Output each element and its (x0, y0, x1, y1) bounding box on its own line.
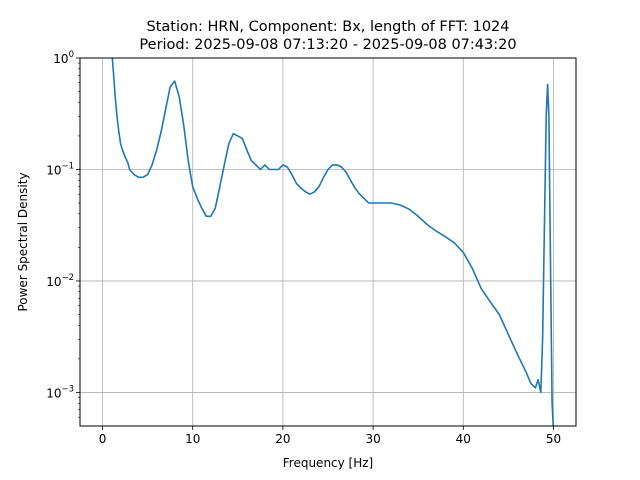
data-series (111, 58, 555, 426)
plot-frame (79, 57, 577, 427)
x-tick-label: 0 (99, 432, 107, 446)
y-tick-label: 10−3 (46, 384, 74, 400)
x-tick-label: 10 (185, 432, 200, 446)
y-axis-label: Power Spectral Density (16, 172, 30, 311)
chart-title-line2: Period: 2025-09-08 07:13:20 - 2025-09-08… (139, 37, 516, 53)
psd-series-line (111, 58, 555, 426)
y-axis: 10−3 10−2 10−1 100 (46, 50, 80, 418)
chart-title-line1: Station: HRN, Component: Bx, length of F… (146, 19, 509, 35)
x-tick-label: 30 (365, 432, 380, 446)
y-tick-label: 10−2 (46, 273, 74, 289)
x-tick-label: 50 (546, 432, 561, 446)
x-tick-label: 20 (275, 432, 290, 446)
y-tick-label: 100 (53, 50, 74, 66)
x-tick-label: 40 (456, 432, 471, 446)
x-axis: 0 10 20 30 40 50 (99, 426, 561, 446)
x-axis-label: Frequency [Hz] (283, 456, 374, 470)
y-tick-label: 10−1 (46, 161, 74, 177)
